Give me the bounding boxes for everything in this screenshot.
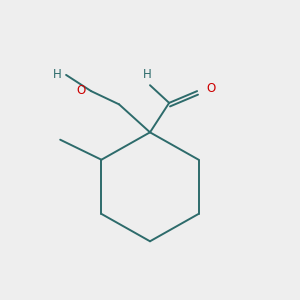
Text: H: H (53, 68, 62, 80)
Text: H: H (143, 68, 152, 81)
Text: O: O (206, 82, 215, 95)
Text: O: O (77, 84, 86, 97)
